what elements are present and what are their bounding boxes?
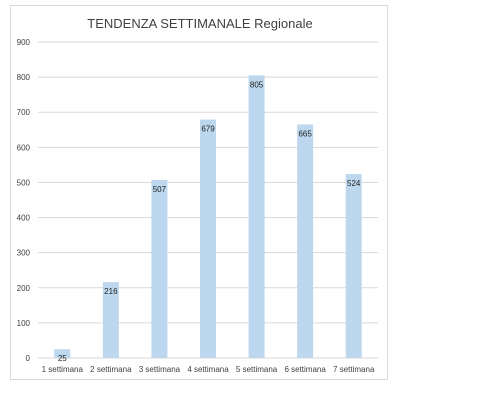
x-tick-label: 6 settimana xyxy=(284,365,326,374)
x-tick-label: 5 settimana xyxy=(236,365,278,374)
y-tick-label: 300 xyxy=(17,249,31,258)
y-tick-label: 500 xyxy=(17,178,31,187)
x-tick-label: 7 settimana xyxy=(333,365,375,374)
bar xyxy=(200,119,216,359)
y-tick-label: 200 xyxy=(17,284,31,293)
bar xyxy=(297,124,314,358)
chart-title: TENDENZA SETTIMANALE Regionale xyxy=(87,16,313,31)
y-tick-label: 0 xyxy=(26,354,31,363)
x-tick-label: 4 settimana xyxy=(187,365,229,374)
data-label: 679 xyxy=(201,125,215,134)
bar xyxy=(345,174,362,358)
data-label: 507 xyxy=(153,185,167,194)
data-label: 25 xyxy=(58,354,67,363)
bar xyxy=(102,282,119,358)
y-tick-label: 400 xyxy=(17,214,31,223)
bar xyxy=(151,179,168,358)
y-tick-label: 100 xyxy=(17,319,31,328)
data-label: 805 xyxy=(250,80,264,89)
y-tick-label: 900 xyxy=(17,38,31,47)
data-label: 665 xyxy=(298,130,312,139)
y-tick-label: 600 xyxy=(17,143,31,152)
x-tick-label: 2 settimana xyxy=(90,365,132,374)
x-tick-label: 3 settimana xyxy=(139,365,181,374)
data-label: 524 xyxy=(347,179,361,188)
bar xyxy=(54,349,71,358)
x-tick-label: 1 settimana xyxy=(42,365,84,374)
data-label: 216 xyxy=(104,287,118,296)
chart-frame: TENDENZA SETTIMANALE Regionale xyxy=(10,5,388,380)
bar xyxy=(248,75,265,358)
y-tick-label: 800 xyxy=(17,73,31,82)
y-tick-label: 700 xyxy=(17,108,31,117)
